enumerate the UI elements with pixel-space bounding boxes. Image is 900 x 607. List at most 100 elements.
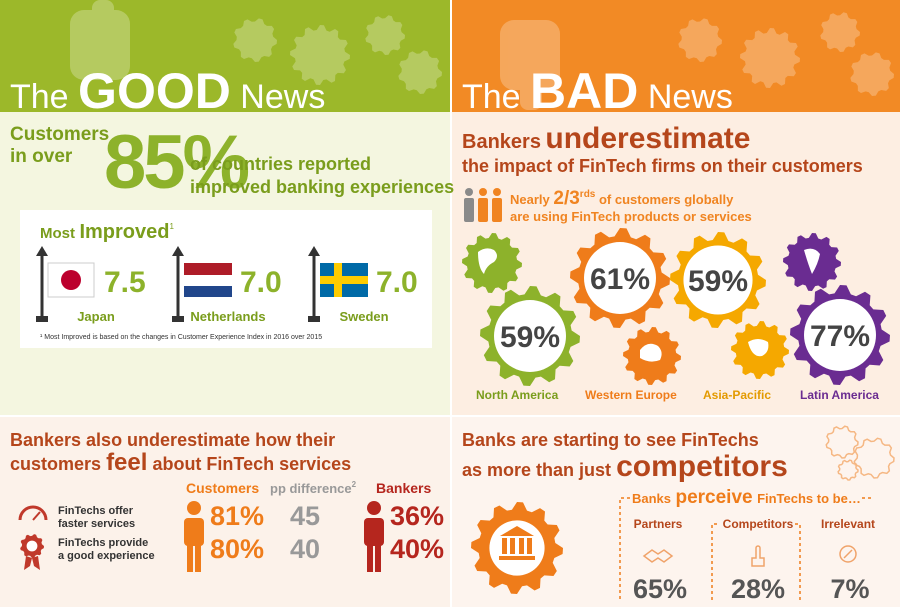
gear-hole — [753, 41, 787, 75]
flag-pole-base — [308, 316, 320, 322]
person-head — [187, 501, 201, 515]
region-name: Western Europe — [585, 388, 677, 402]
flag-pole-tip — [36, 246, 48, 256]
header-news: News — [240, 78, 325, 116]
perceptions-title: Banks are starting to see FinTechs — [462, 430, 759, 450]
region-share: 77% — [810, 320, 870, 353]
region-name: Latin America — [800, 388, 879, 402]
column-head-text: pp difference — [270, 481, 352, 496]
person-head — [479, 188, 487, 196]
bank-base — [499, 556, 535, 560]
region-gear — [790, 285, 890, 385]
gear-hole — [859, 61, 885, 87]
usage-fraction: 2/3 — [553, 188, 579, 209]
flag-netherlands — [172, 246, 232, 322]
perceptions-decoration — [825, 425, 895, 481]
column-head: Customers — [186, 480, 259, 496]
bracket — [619, 497, 630, 600]
decor-gear — [853, 437, 895, 479]
compass-icon — [839, 545, 857, 563]
decor-gear — [678, 18, 722, 62]
flag-cross — [320, 276, 368, 284]
most-improved-title: Most Improved1 — [40, 221, 174, 243]
region-gear — [670, 232, 766, 328]
flag-sun — [61, 270, 81, 290]
gear-shape — [740, 28, 800, 88]
gear-hole — [687, 27, 713, 53]
gear-shape — [853, 437, 895, 479]
person-head — [493, 188, 501, 196]
region-share: 59% — [500, 321, 560, 354]
option-share: 28% — [731, 574, 785, 604]
person-body — [492, 198, 502, 222]
map-icon — [640, 343, 662, 362]
people-icon — [464, 188, 502, 222]
country-score: 7.0 — [376, 266, 418, 299]
subtitle-emphasis: perceive — [675, 487, 752, 508]
header-news: News — [648, 78, 733, 116]
feelings-title: customers feel about FinTech services — [10, 449, 351, 476]
person-body — [464, 198, 474, 222]
thumb-icon — [500, 20, 560, 90]
headline-lead: Customers — [10, 124, 109, 145]
header-word: GOOD — [78, 63, 231, 119]
bad-header-decoration — [500, 12, 894, 110]
gear-shape — [850, 52, 894, 96]
bracket-lines — [619, 497, 872, 600]
gear-shape — [290, 25, 350, 85]
perceptions-subtitle: Banks perceive FinTechs to be… — [632, 487, 861, 508]
bad-headline: Bankers underestimate — [462, 122, 750, 155]
column-note: 2 — [352, 480, 357, 489]
flag-pole-tip — [308, 246, 320, 256]
column-head: Bankers — [376, 480, 431, 496]
person-leg — [195, 544, 201, 572]
option-share: 65% — [633, 574, 687, 604]
bank-roof — [500, 526, 534, 536]
flag-pole-tip — [172, 246, 184, 256]
bank-column — [510, 538, 515, 554]
region-icon-gear — [783, 233, 841, 291]
bad-header-title: The BAD News — [462, 63, 733, 119]
bank-column — [502, 538, 507, 554]
person-body — [478, 198, 488, 222]
gear-hole — [829, 21, 851, 43]
title-part: about FinTech services — [152, 454, 351, 474]
decor-gear — [398, 50, 442, 94]
feelings-title: Bankers also underestimate how their — [10, 430, 335, 450]
country-name: Netherlands — [190, 309, 265, 324]
headline-lead: in over — [10, 146, 73, 167]
flag-stripe — [184, 275, 232, 286]
speed-icon — [18, 505, 48, 521]
gear-shape — [398, 50, 442, 94]
thumb-icon — [520, 70, 542, 110]
decor-gear — [820, 12, 860, 53]
country-score: 7.0 — [240, 266, 282, 299]
thumb-icon — [70, 10, 130, 80]
footnote: ¹ Most Improved is based on the changes … — [40, 334, 322, 341]
bad-header-bg — [452, 0, 900, 112]
good-header-bg — [0, 0, 450, 112]
badge-ribbon — [32, 556, 40, 570]
gear-hole — [584, 242, 656, 314]
badge-icon — [20, 534, 44, 558]
usage-fraction-sup: rds — [580, 189, 596, 200]
customers-value: 81% — [210, 501, 264, 531]
usage-text: are using FinTech products or services — [510, 209, 752, 224]
person-leg — [375, 544, 381, 572]
header-the: The — [10, 78, 69, 116]
header-word: BAD — [530, 63, 638, 119]
bank-column — [519, 538, 524, 554]
headline-figure: 85% — [104, 120, 249, 205]
bracket — [794, 523, 801, 600]
flag-pole-base — [172, 316, 184, 322]
region-icon-gear — [462, 233, 522, 293]
decor-gear — [290, 25, 350, 85]
region-gear — [480, 286, 580, 386]
bankers-value: 40% — [390, 534, 444, 564]
bank-gear — [471, 502, 563, 594]
customer-person-icon — [184, 501, 204, 572]
country-name: Japan — [77, 309, 115, 324]
person-leg — [367, 544, 373, 572]
